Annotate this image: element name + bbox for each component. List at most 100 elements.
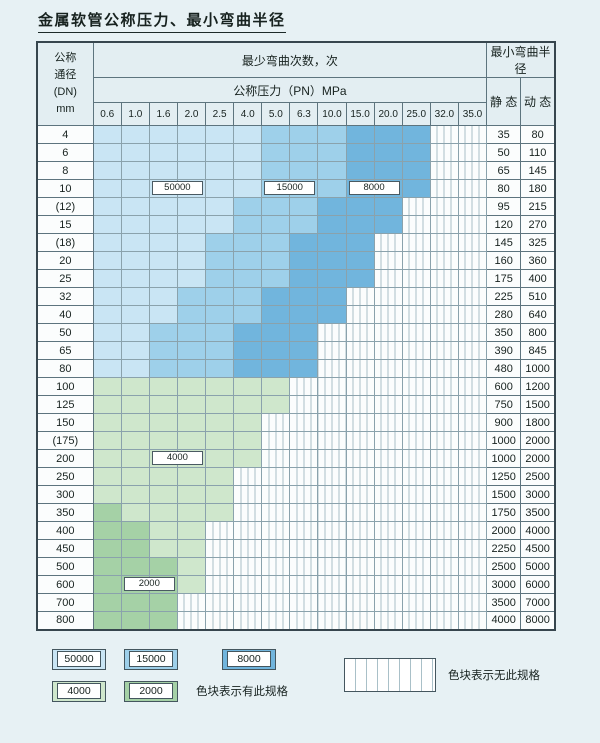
grid-cell [205, 179, 235, 198]
static-radius-value: 35 [486, 125, 522, 144]
grid-cell [92, 503, 122, 522]
dn-cell: 65 [36, 341, 94, 360]
dn-cell: 4 [36, 125, 94, 144]
grid-cell-no-spec [457, 251, 488, 270]
grid-cell-no-spec [401, 413, 431, 432]
grid-cell-no-spec [373, 485, 403, 504]
grid-cell-no-spec [457, 287, 488, 306]
legend-value-label: 8000 [227, 651, 271, 667]
pressure-values-row: 0.6 1.0 1.6 2.0 2.5 4.0 5.0 6.3 10.0 15.0 20.0 25.0… [37, 102, 555, 126]
grid-cell-no-spec [345, 575, 375, 594]
static-radius-value: 95 [486, 197, 522, 216]
grid-cell-no-spec [205, 539, 235, 558]
grid-cell: 2000 [120, 575, 175, 594]
grid-cell [176, 377, 207, 396]
grid-value-label: 50000 [151, 181, 203, 195]
grid-cell [176, 395, 207, 414]
static-radius-value: 390 [486, 341, 522, 360]
static-radius-value: 750 [486, 395, 522, 414]
grid-cell-no-spec [176, 593, 207, 612]
grid-cell-no-spec [233, 593, 263, 612]
grid-cell [289, 323, 319, 342]
grid-cell [205, 125, 235, 144]
grid-cell [120, 395, 150, 414]
grid-cell-no-spec [457, 215, 488, 234]
grid-cell [148, 125, 178, 144]
table-row: 25 175 400 [36, 269, 556, 288]
legend-swatch-2000: 2000 [124, 680, 178, 702]
static-radius-value: 480 [486, 359, 522, 378]
grid-cell [233, 413, 263, 432]
dn-cell: 600 [36, 575, 94, 594]
grid-cell [148, 521, 178, 540]
grid-cell-no-spec [429, 359, 459, 378]
grid-cell [373, 161, 403, 180]
grid-cell [317, 269, 347, 288]
grid-cell-no-spec [233, 485, 263, 504]
grid-cell-no-spec [317, 539, 347, 558]
grid-cell-no-spec [401, 503, 431, 522]
table-row: 100 600 1200 [36, 377, 556, 396]
grid-cell-no-spec [429, 413, 459, 432]
dn-cell: 450 [36, 539, 94, 558]
static-radius-value: 280 [486, 305, 522, 324]
grid-cell [176, 269, 207, 288]
grid-cell-no-spec [373, 269, 403, 288]
grid-cell-no-spec [373, 413, 403, 432]
grid-cell [92, 467, 122, 486]
grid-cell-no-spec [317, 359, 347, 378]
grid-value-label: 8000 [348, 181, 400, 195]
dn-cell: (18) [36, 233, 94, 252]
grid-cell [261, 323, 291, 342]
grid-cell-no-spec [261, 521, 291, 540]
grid-cell [92, 215, 122, 234]
grid-cell [148, 215, 178, 234]
grid-cell [120, 413, 150, 432]
pressure-col-header: 5.0 [261, 102, 291, 126]
grid-cell-no-spec [373, 521, 403, 540]
static-radius-value: 145 [486, 233, 522, 252]
grid-cell-no-spec [457, 377, 488, 396]
grid-cell [176, 413, 207, 432]
grid-cell-no-spec [401, 467, 431, 486]
grid-cell-no-spec [289, 413, 319, 432]
grid-cell [345, 233, 375, 252]
grid-cell-no-spec [457, 611, 488, 630]
grid-cell [233, 431, 263, 450]
grid-cell [120, 431, 150, 450]
grid-cell-no-spec [261, 413, 291, 432]
grid-cell [261, 161, 291, 180]
dynamic-radius-value: 270 [520, 215, 556, 234]
grid-cell-no-spec [233, 467, 263, 486]
grid-cell-no-spec [261, 449, 291, 468]
grid-cell-no-spec [429, 251, 459, 270]
grid-cell [148, 539, 178, 558]
static-radius-value: 1000 [486, 431, 522, 450]
grid-cell [92, 341, 122, 360]
legend-swatch-8000: 8000 [222, 648, 276, 670]
dynamic-radius-value: 6000 [520, 575, 556, 594]
grid-cell [120, 161, 150, 180]
grid-cell [205, 143, 235, 162]
grid-cell-no-spec [317, 485, 347, 504]
grid-cell-no-spec [401, 575, 431, 594]
dynamic-radius-value: 1800 [520, 413, 556, 432]
static-radius-value: 120 [486, 215, 522, 234]
grid-cell [92, 269, 122, 288]
grid-cell-no-spec [429, 179, 459, 198]
grid-cell-no-spec [401, 557, 431, 576]
table-row: 65 390 845 [36, 341, 556, 360]
grid-cell [92, 323, 122, 342]
grid-cell [92, 539, 122, 558]
grid-cell-no-spec [457, 143, 488, 162]
static-radius-value: 80 [486, 179, 522, 198]
grid-cell [205, 341, 235, 360]
grid-cell-no-spec [429, 269, 459, 288]
grid-value-label: 2000 [123, 577, 175, 591]
grid-cell-no-spec [429, 575, 459, 594]
grid-cell [205, 413, 235, 432]
grid-cell [289, 233, 319, 252]
grid-cell [92, 287, 122, 306]
grid-cell-no-spec [401, 323, 431, 342]
grid-cell-no-spec [373, 377, 403, 396]
